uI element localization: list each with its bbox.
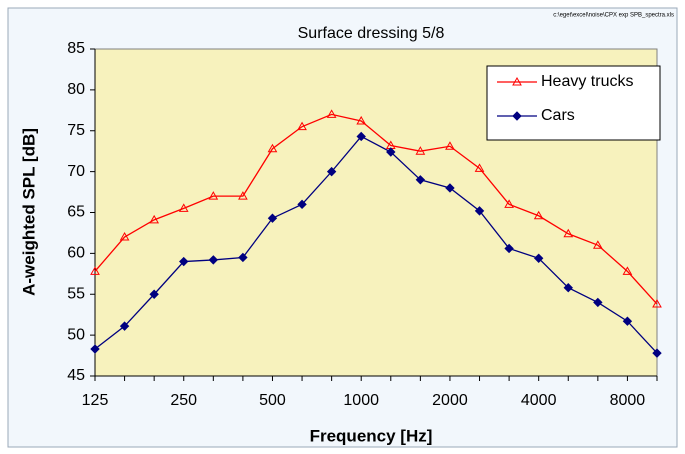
data-point [297, 199, 307, 210]
data-point [622, 266, 633, 275]
data-point [119, 321, 130, 331]
y-tick-label: 65 [67, 204, 85, 221]
data-point [386, 147, 396, 157]
data-point [445, 183, 455, 193]
series-line [94, 135, 658, 354]
chart-title: Surface dressing 5/8 [298, 25, 445, 42]
y-tick-label: 70 [67, 163, 85, 180]
y-tick-label: 75 [67, 122, 85, 139]
data-point [238, 252, 248, 263]
x-tick-label: 4000 [521, 392, 557, 409]
y-tick-label: 85 [67, 40, 85, 57]
legend-label: Heavy trucks [541, 73, 633, 90]
data-point [119, 232, 130, 241]
data-point [326, 166, 337, 177]
data-point [90, 266, 100, 275]
data-point [415, 146, 426, 155]
x-axis-label: Frequency [Hz] [310, 426, 433, 445]
data-point [563, 283, 573, 293]
data-point [504, 243, 514, 254]
data-point [445, 141, 455, 150]
x-tick-label: 8000 [610, 392, 646, 409]
data-point [149, 214, 160, 224]
data-point [267, 213, 278, 223]
data-point [593, 297, 603, 308]
x-tick-label: 125 [82, 392, 109, 409]
data-point [563, 228, 574, 238]
x-tick-label: 250 [170, 392, 197, 409]
data-point [592, 240, 603, 249]
legend-box [486, 65, 661, 141]
legend-marker [512, 111, 522, 121]
data-point [356, 115, 367, 125]
series-line [94, 113, 658, 305]
data-point [415, 175, 426, 185]
data-point [238, 191, 248, 200]
legend-marker [512, 76, 522, 86]
x-tick-label: 2000 [432, 392, 468, 409]
data-point [178, 203, 189, 212]
data-point [297, 121, 307, 131]
data-point [622, 316, 633, 326]
data-point [356, 131, 366, 142]
x-tick-label: 500 [259, 392, 286, 409]
data-point [504, 199, 514, 208]
data-point [179, 256, 189, 267]
data-point [533, 253, 544, 263]
y-tick-label: 50 [67, 326, 85, 343]
legend-label: Cars [541, 107, 575, 124]
data-point [90, 344, 100, 354]
data-point [652, 348, 662, 358]
y-tick-label: 55 [67, 285, 85, 302]
data-point [208, 255, 219, 265]
y-tick-label: 80 [67, 81, 85, 98]
y-tick-label: 45 [67, 367, 85, 384]
data-point [474, 163, 485, 172]
data-point [474, 206, 485, 216]
x-tick-label: 1000 [343, 392, 379, 409]
y-axis-label: A-weighted SPL [dB] [19, 128, 38, 296]
data-point [149, 289, 159, 299]
file-path: c:\eget\excel\noise\CPX exp SPB_spectra.… [553, 13, 674, 19]
data-point [326, 109, 337, 118]
data-point [533, 210, 544, 220]
data-point [652, 299, 662, 308]
data-point [208, 191, 219, 200]
data-point [267, 143, 278, 153]
y-tick-label: 60 [67, 245, 85, 262]
